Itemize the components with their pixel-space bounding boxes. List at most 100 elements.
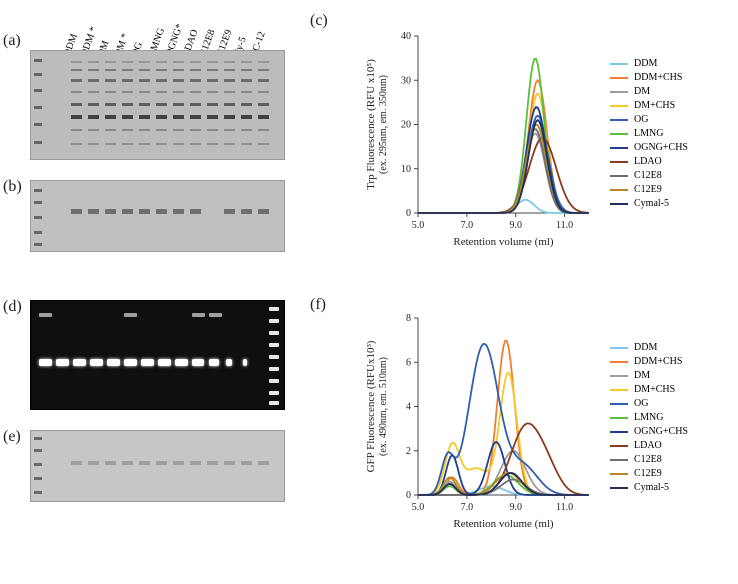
- legend-label: DDM: [634, 58, 657, 69]
- panel-label-b: (b): [3, 178, 22, 196]
- svg-text:GFP Fluorescence (RFUx10³): GFP Fluorescence (RFUx10³): [365, 340, 377, 472]
- legend-swatch: [610, 161, 628, 163]
- svg-text:Retention volume (ml): Retention volume (ml): [453, 236, 554, 248]
- svg-text:30: 30: [401, 75, 411, 86]
- svg-text:Retention volume (ml): Retention volume (ml): [453, 518, 554, 530]
- legend-item: DM+CHS: [610, 384, 688, 395]
- legend-swatch: [610, 389, 628, 391]
- legend-swatch: [610, 445, 628, 447]
- legend-item: DDM: [610, 58, 688, 69]
- legend-label: LDAO: [634, 440, 662, 451]
- legend-swatch: [610, 77, 628, 79]
- svg-text:7.0: 7.0: [461, 220, 474, 231]
- legend-label: OG: [634, 114, 648, 125]
- legend-swatch: [610, 147, 628, 149]
- legend-item: C12E9: [610, 184, 688, 195]
- legend-label: OGNG+CHS: [634, 142, 688, 153]
- legend-label: LMNG: [634, 128, 663, 139]
- legend-item: C12E9: [610, 468, 688, 479]
- panel-label-e: (e): [3, 428, 21, 446]
- legend-label: C12E9: [634, 468, 662, 479]
- legend-label: DM+CHS: [634, 100, 675, 111]
- legend-item: OGNG+CHS: [610, 142, 688, 153]
- legend-item: OGNG+CHS: [610, 426, 688, 437]
- legend-swatch: [610, 63, 628, 65]
- svg-text:20: 20: [401, 120, 411, 131]
- legend-swatch: [610, 119, 628, 121]
- panel-label-a: (a): [3, 32, 21, 50]
- legend-swatch: [610, 431, 628, 433]
- legend-swatch: [610, 175, 628, 177]
- legend-item: DDM+CHS: [610, 356, 688, 367]
- legend-swatch: [610, 375, 628, 377]
- svg-text:40: 40: [401, 31, 411, 42]
- legend-label: Cymal-5: [634, 198, 669, 209]
- svg-text:11.0: 11.0: [556, 502, 573, 513]
- legend-swatch: [610, 473, 628, 475]
- gel-b: [30, 180, 285, 252]
- svg-text:5.0: 5.0: [412, 220, 425, 231]
- svg-text:10: 10: [401, 164, 411, 175]
- legend-item: Cymal-5: [610, 198, 688, 209]
- legend-item: OG: [610, 398, 688, 409]
- svg-text:7.0: 7.0: [461, 502, 474, 513]
- legend-item: DDM: [610, 342, 688, 353]
- legend-item: Cymal-5: [610, 482, 688, 493]
- chart-f: 5.0 7.0 9.0 11.0 0 2 4 6 8 Retention volume (ml) G…: [360, 310, 595, 535]
- svg-text:4: 4: [406, 402, 411, 413]
- legend-item: LDAO: [610, 440, 688, 451]
- svg-text:8: 8: [406, 313, 411, 324]
- legend-label: C12E8: [634, 454, 662, 465]
- legend-item: OG: [610, 114, 688, 125]
- legend-label: OG: [634, 398, 648, 409]
- legend-swatch: [610, 361, 628, 363]
- svg-text:9.0: 9.0: [509, 502, 522, 513]
- legend-label: LMNG: [634, 412, 663, 423]
- panel-label-c: (c): [310, 12, 328, 30]
- legend-item: LMNG: [610, 128, 688, 139]
- svg-text:2: 2: [406, 446, 411, 457]
- legend-label: Cymal-5: [634, 482, 669, 493]
- legend-label: OGNG+CHS: [634, 426, 688, 437]
- legend-item: LMNG: [610, 412, 688, 423]
- legend-item: DDM+CHS: [610, 72, 688, 83]
- legend-swatch: [610, 203, 628, 205]
- legend-swatch: [610, 133, 628, 135]
- legend-label: DDM: [634, 342, 657, 353]
- legend-swatch: [610, 487, 628, 489]
- gel-a: [30, 50, 285, 160]
- legend-swatch: [610, 403, 628, 405]
- svg-text:(ex. 490nm, em. 510nm): (ex. 490nm, em. 510nm): [378, 357, 389, 456]
- legend-item: DM: [610, 370, 688, 381]
- legend-swatch: [610, 347, 628, 349]
- panel-label-f: (f): [310, 296, 326, 314]
- panel-label-d: (d): [3, 298, 22, 316]
- legend-swatch: [610, 459, 628, 461]
- legend-label: LDAO: [634, 156, 662, 167]
- legend-swatch: [610, 417, 628, 419]
- legend-label: C12E9: [634, 184, 662, 195]
- legend-label: C12E8: [634, 170, 662, 181]
- svg-text:(ex. 295nm, em. 350nm): (ex. 295nm, em. 350nm): [378, 75, 389, 174]
- svg-text:0: 0: [406, 208, 411, 219]
- chart-c: 5.0 7.0 9.0 11.0 0 10 20 30 40 Retention volume (…: [360, 28, 595, 253]
- gel-d: [30, 300, 285, 410]
- legend-swatch: [610, 105, 628, 107]
- svg-text:0: 0: [406, 490, 411, 501]
- legend-swatch: [610, 91, 628, 93]
- legend-item: C12E8: [610, 170, 688, 181]
- legend-f: DDM DDM+CHS DM DM+CHS OG LMNG OGNG+CHS LDAO C12E…: [610, 342, 688, 496]
- legend-label: DM: [634, 86, 650, 97]
- svg-text:6: 6: [406, 357, 411, 368]
- svg-text:11.0: 11.0: [556, 220, 573, 231]
- legend-swatch: [610, 189, 628, 191]
- gel-e: [30, 430, 285, 502]
- svg-text:9.0: 9.0: [509, 220, 522, 231]
- legend-label: DM+CHS: [634, 384, 675, 395]
- svg-text:5.0: 5.0: [412, 502, 425, 513]
- legend-label: DDM+CHS: [634, 72, 682, 83]
- legend-label: DDM+CHS: [634, 356, 682, 367]
- legend-c: DDM DDM+CHS DM DM+CHS OG LMNG OGNG+CHS LDAO C12E…: [610, 58, 688, 212]
- legend-item: LDAO: [610, 156, 688, 167]
- legend-label: DM: [634, 370, 650, 381]
